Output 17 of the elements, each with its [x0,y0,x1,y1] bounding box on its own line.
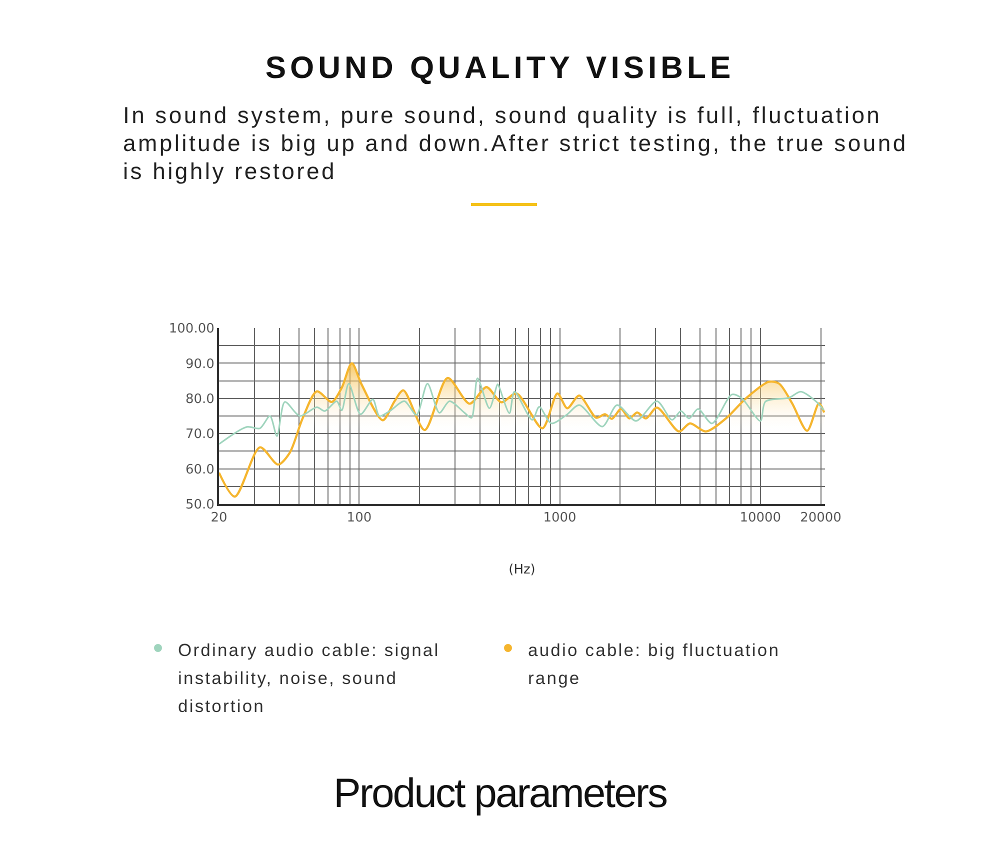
x-tick-label: 100 [346,510,372,526]
x-axis-title: (Hz) [508,562,536,578]
y-tick-label: 60.0 [185,462,214,478]
y-tick-label: 80.0 [185,392,214,407]
chart-title: SOUND QUALITY VISIBLE [264,50,736,86]
y-tick-label: 70.0 [185,427,214,442]
y-tick-label: 50.0 [185,498,214,513]
legend-label: Ordinary audio cable: signal instability, noise, sound distortion [178,639,441,718]
x-tick-label: 10000 [740,510,782,526]
x-tick-label: 20000 [800,510,842,526]
chart-subtitle: In sound system, pure sound, sound quality is full, fluctuation amplitude is big up and down.After strict testing, the true sound is highly restored [123,101,909,185]
text: Product parameters [332,770,668,817]
legend-label: audio cable: big fluctuation range [528,639,782,690]
x-tick-label: 20 [210,510,228,526]
y-tick-label: 90.0 [185,356,214,372]
x-tick-label: 1000 [543,510,576,526]
y-tick-label: 100.00 [168,322,214,337]
